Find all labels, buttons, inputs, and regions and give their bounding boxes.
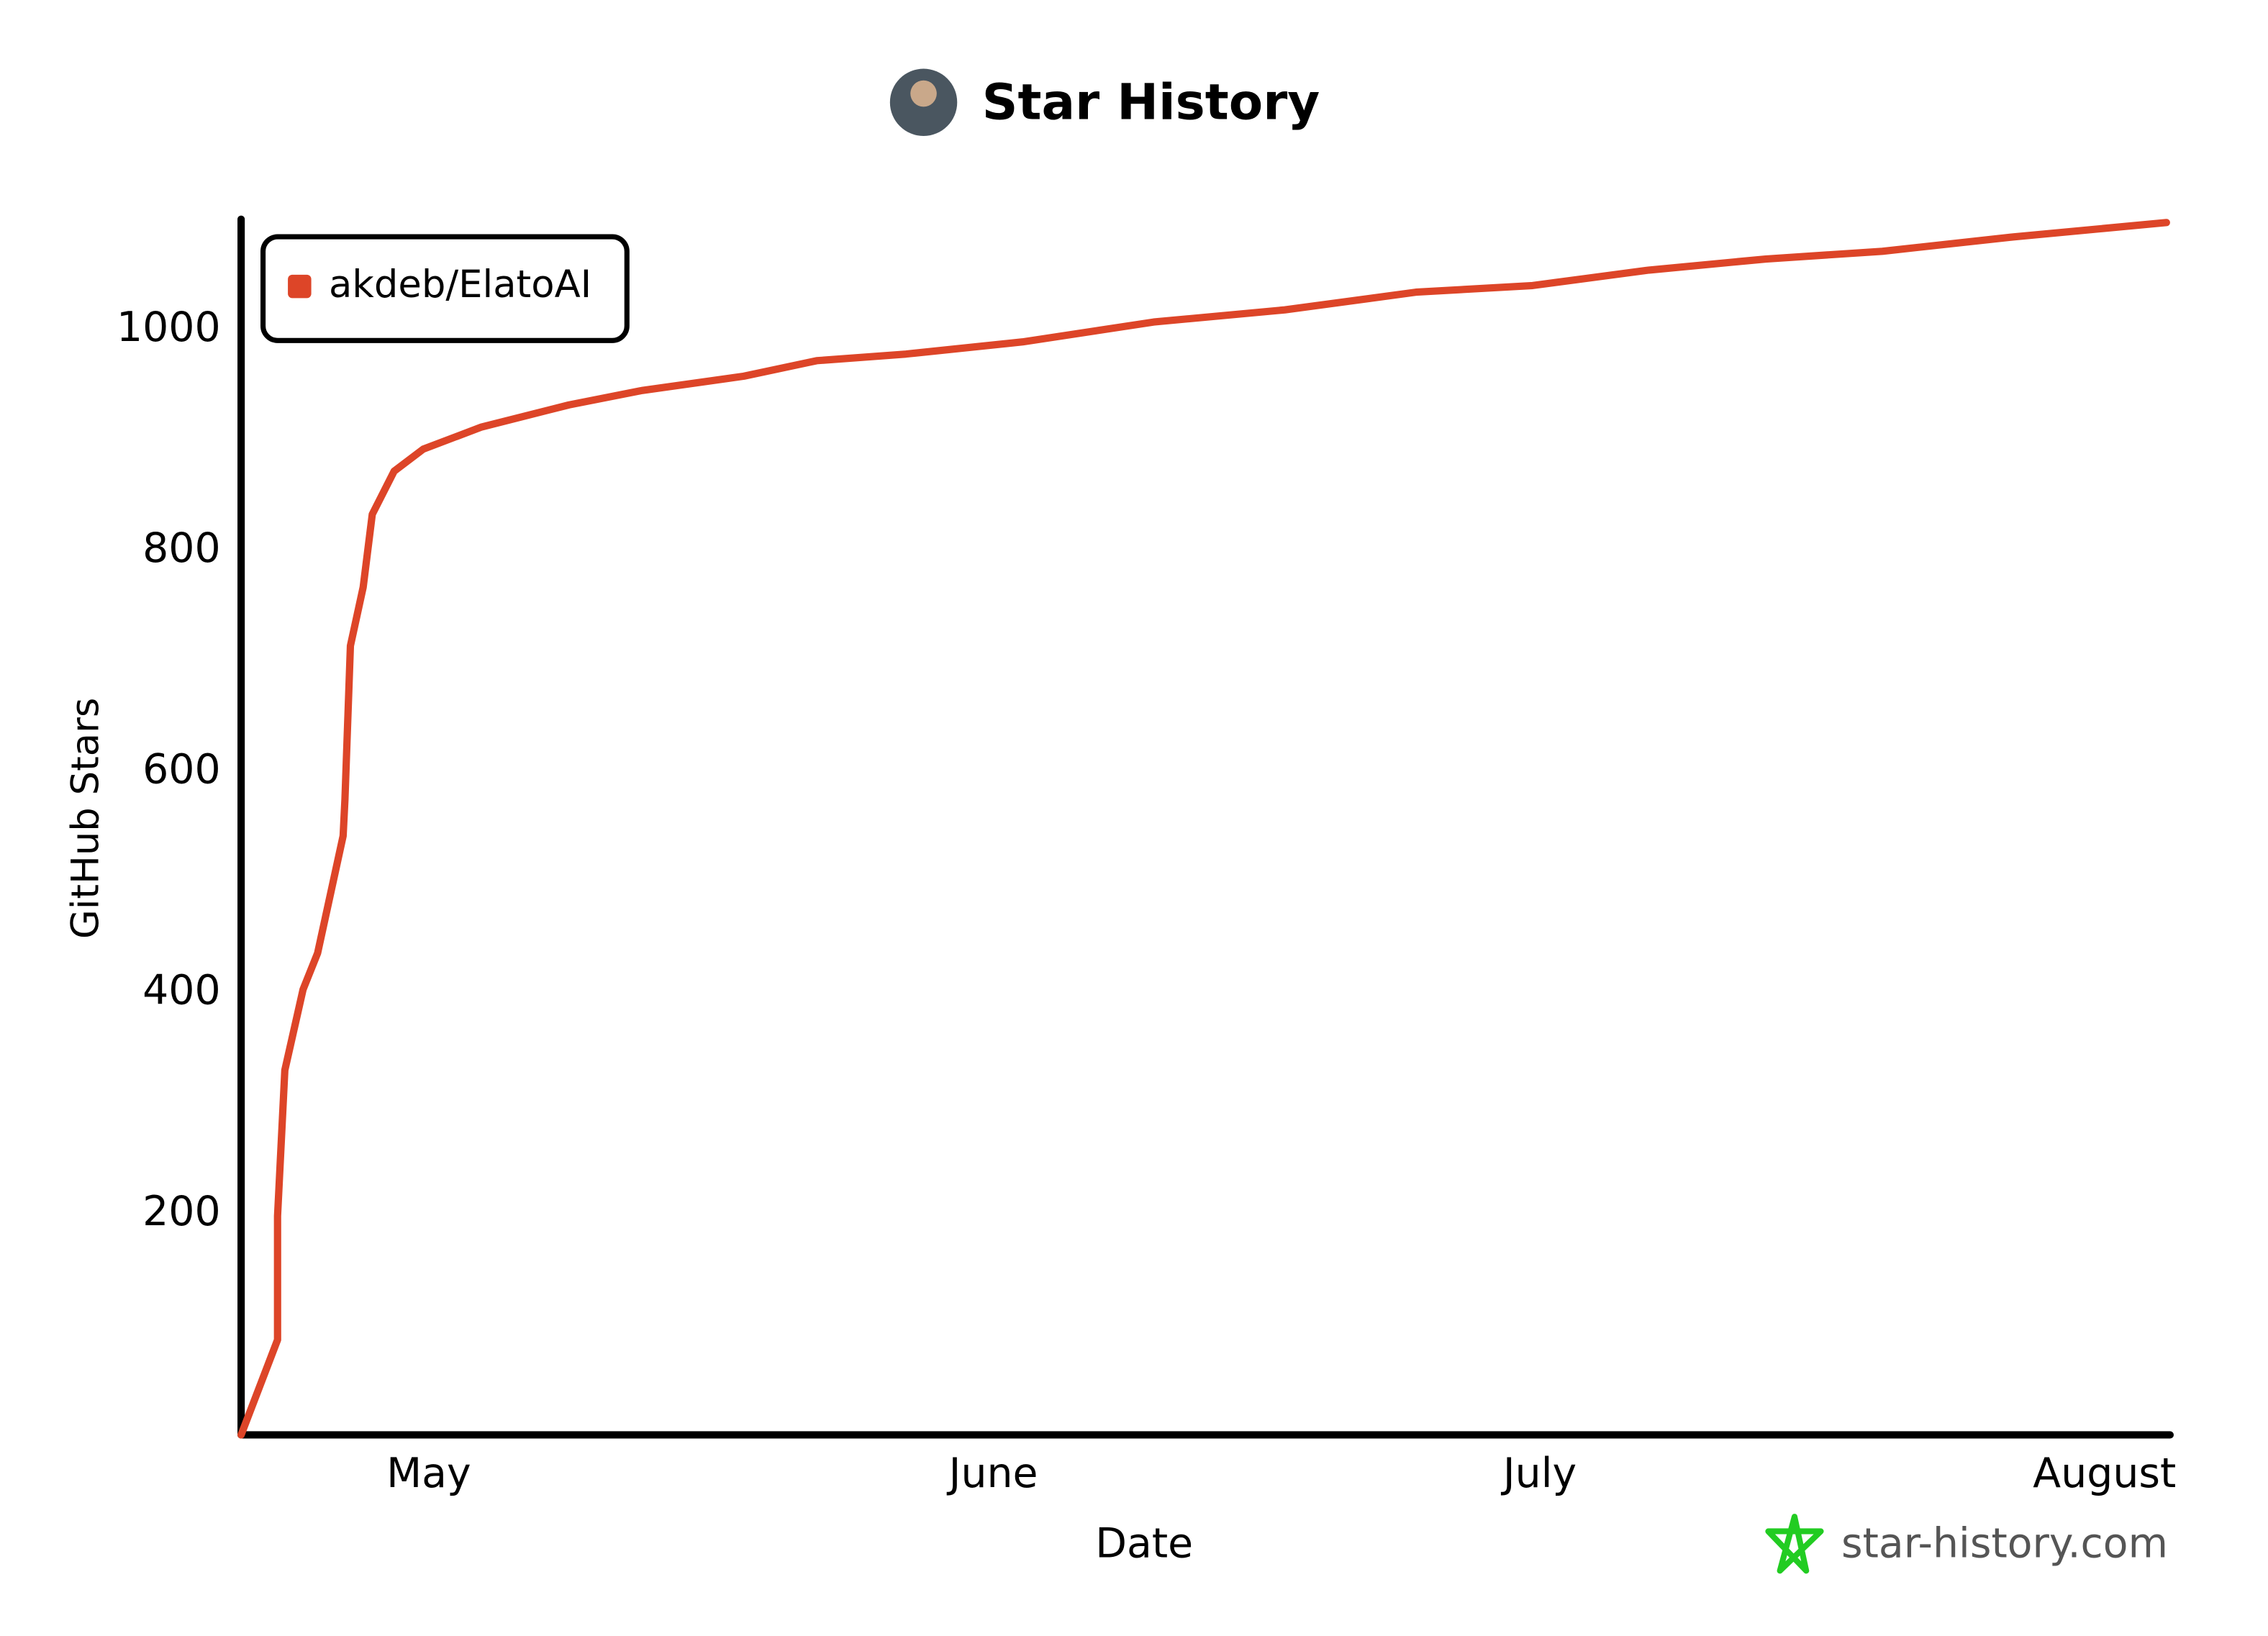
chart-title: Star History <box>982 73 1320 131</box>
legend-box <box>260 234 630 343</box>
watermark: star-history.com <box>1841 1519 2168 1567</box>
x-tick-label: July <box>1501 1450 1577 1497</box>
x-tick-label: August <box>2033 1450 2176 1497</box>
legend-label: akdeb/ElatoAI <box>329 263 591 306</box>
y-tick-label: 400 <box>142 967 221 1014</box>
watermark-logo <box>1765 1514 1824 1574</box>
x-tick-label: May <box>386 1450 471 1497</box>
star-icon <box>1765 1514 1824 1574</box>
y-tick-label: 1000 <box>117 304 221 351</box>
avatar-face <box>910 80 937 107</box>
legend-swatch <box>288 274 312 299</box>
x-axis-label: Date <box>1095 1519 1193 1567</box>
y-tick-label: 200 <box>142 1188 221 1235</box>
y-tick-label: 600 <box>142 745 221 793</box>
line-series <box>237 219 2170 1439</box>
y-axis-label: GitHub Stars <box>63 698 107 940</box>
y-tick-label: 800 <box>142 524 221 572</box>
x-tick-label: June <box>947 1450 1038 1497</box>
